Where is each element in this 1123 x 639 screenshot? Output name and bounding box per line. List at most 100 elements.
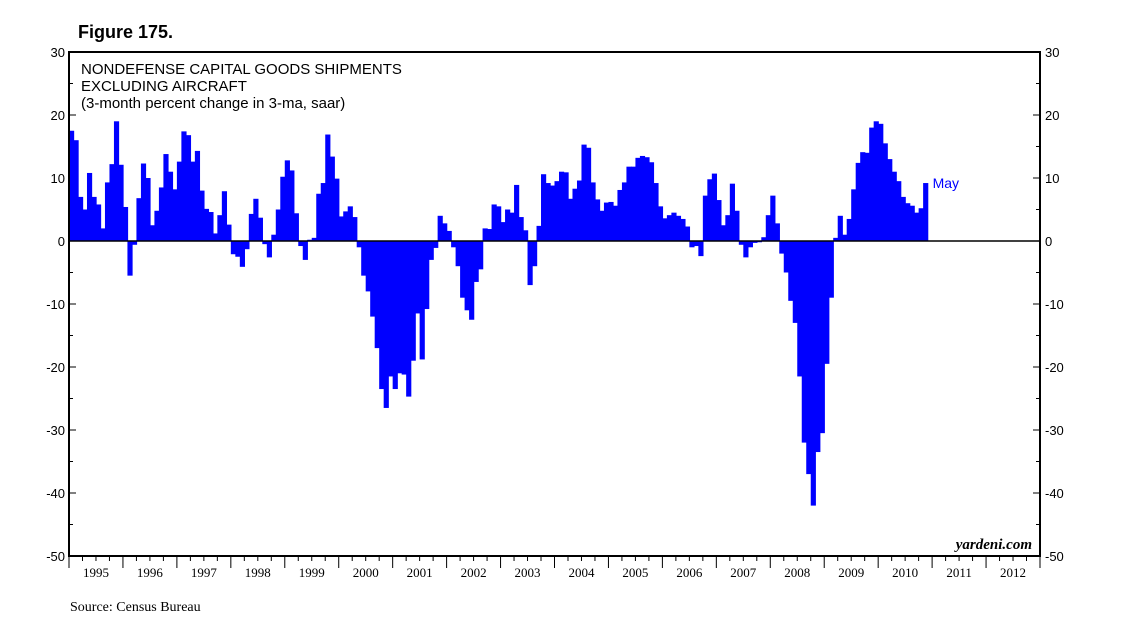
x-tick-label: 1997 bbox=[191, 565, 218, 580]
y-tick-label: 0 bbox=[58, 234, 65, 249]
x-tick-label: 2011 bbox=[946, 565, 972, 580]
bar bbox=[158, 187, 165, 241]
bar bbox=[343, 211, 349, 241]
y-tick-label: -10 bbox=[46, 297, 65, 312]
bar bbox=[707, 179, 713, 241]
bar bbox=[230, 241, 236, 255]
bar bbox=[869, 127, 875, 241]
bar bbox=[824, 241, 830, 364]
bar bbox=[860, 152, 866, 241]
bar bbox=[550, 185, 556, 241]
bar bbox=[410, 241, 416, 361]
x-tick-label: 2010 bbox=[892, 565, 918, 580]
bar bbox=[203, 208, 210, 241]
y-axis-right: 30 20 10 0 -10 -20 -30 -40 -50 bbox=[1045, 45, 1064, 564]
bar bbox=[788, 241, 794, 301]
bar bbox=[248, 213, 254, 241]
bar bbox=[684, 226, 691, 241]
bar bbox=[747, 241, 753, 248]
bar bbox=[239, 241, 245, 267]
bar bbox=[478, 241, 484, 270]
bar bbox=[644, 157, 650, 241]
bar bbox=[532, 241, 538, 267]
bar bbox=[212, 233, 219, 241]
x-tick-label: 1995 bbox=[83, 565, 109, 580]
bar bbox=[698, 241, 704, 257]
bar bbox=[91, 196, 97, 241]
bar bbox=[873, 121, 879, 241]
bar bbox=[176, 161, 183, 241]
bar bbox=[77, 196, 84, 241]
y-axis-left: 30 20 10 0 -10 -20 -30 -40 -50 bbox=[46, 45, 65, 564]
bar bbox=[131, 241, 138, 245]
bar bbox=[662, 218, 668, 241]
bar bbox=[887, 159, 893, 241]
bar bbox=[797, 241, 803, 377]
bar bbox=[693, 241, 700, 247]
bar bbox=[842, 234, 848, 241]
bar bbox=[451, 241, 457, 248]
bar bbox=[392, 241, 398, 390]
bar bbox=[325, 134, 331, 241]
bar bbox=[630, 166, 637, 241]
bar bbox=[810, 241, 816, 506]
bar bbox=[761, 237, 767, 241]
bar bbox=[918, 208, 924, 241]
bar bbox=[82, 209, 88, 241]
bar bbox=[509, 212, 515, 241]
bar bbox=[581, 144, 587, 241]
bar bbox=[905, 203, 911, 241]
bar bbox=[311, 237, 317, 241]
bar bbox=[819, 241, 825, 434]
bar bbox=[379, 241, 385, 390]
bar bbox=[149, 225, 156, 241]
bar bbox=[752, 241, 758, 243]
bar bbox=[271, 234, 277, 241]
bar bbox=[365, 241, 371, 292]
bar bbox=[864, 152, 870, 241]
bar bbox=[806, 241, 812, 475]
x-tick-label: 2005 bbox=[622, 565, 648, 580]
bar bbox=[194, 150, 201, 241]
bar bbox=[923, 183, 929, 241]
bar bbox=[329, 156, 335, 241]
x-tick-label: 2007 bbox=[730, 565, 757, 580]
bar bbox=[765, 215, 771, 241]
bar bbox=[302, 241, 308, 260]
bar bbox=[837, 215, 843, 241]
bar bbox=[235, 241, 241, 257]
bar bbox=[73, 140, 79, 241]
bar bbox=[909, 205, 915, 241]
bar bbox=[437, 215, 443, 241]
bar bbox=[172, 189, 178, 241]
x-tick-label: 2012 bbox=[1000, 565, 1026, 580]
bar bbox=[855, 162, 861, 241]
bar bbox=[140, 163, 147, 241]
bar bbox=[113, 121, 120, 241]
bar bbox=[374, 241, 380, 349]
y-tick-label: -10 bbox=[1045, 297, 1064, 312]
bar bbox=[257, 217, 263, 241]
bar bbox=[69, 130, 75, 241]
bar bbox=[298, 241, 304, 247]
x-tick-label: 1999 bbox=[299, 565, 325, 580]
x-tick-label: 2001 bbox=[407, 565, 433, 580]
bar bbox=[523, 230, 529, 241]
bar bbox=[208, 212, 214, 241]
bar bbox=[127, 241, 133, 276]
watermark: yardeni.com bbox=[954, 537, 1032, 553]
x-tick-label: 2009 bbox=[838, 565, 864, 580]
bar bbox=[738, 241, 744, 245]
bar bbox=[181, 131, 187, 241]
bar bbox=[680, 218, 686, 241]
bar bbox=[275, 209, 281, 241]
bar bbox=[559, 171, 565, 241]
bar bbox=[217, 215, 223, 241]
bar bbox=[716, 200, 722, 241]
bar bbox=[621, 182, 628, 241]
x-tick-label: 2003 bbox=[515, 565, 541, 580]
bar bbox=[473, 241, 479, 282]
bar bbox=[109, 164, 115, 241]
bar bbox=[689, 241, 695, 248]
